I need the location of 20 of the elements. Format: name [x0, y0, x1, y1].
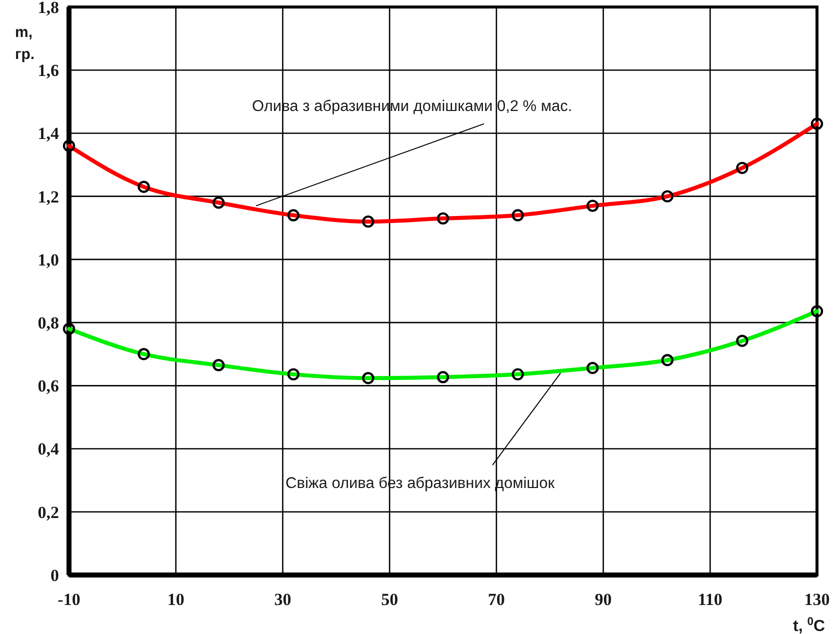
x-axis-title: t, $^{0}$C [792, 616, 826, 634]
y-tick-label: 1,4 [38, 124, 60, 144]
x-tick-label: 110 [698, 590, 722, 609]
x-tick-label: 30 [274, 590, 292, 609]
x-tick-label: 10 [167, 590, 184, 609]
x-tick-label: 90 [594, 590, 612, 609]
x-tick-label: 70 [488, 590, 505, 609]
y-tick-label: 0 [50, 566, 59, 585]
y-tick-label: 0,6 [38, 376, 59, 396]
y-tick-label: 1,2 [38, 187, 59, 206]
y-tick-label: 1,0 [38, 250, 59, 270]
y-tick-label: 1,8 [38, 0, 59, 17]
x-tick-label: 50 [381, 590, 398, 609]
y-tick-label: 0,8 [38, 314, 59, 333]
y-tick-label: 0,2 [38, 502, 59, 522]
y-axis-title: m, гр. [15, 24, 35, 63]
x-tick-label: 130 [804, 590, 830, 609]
x-tick-label: -10 [58, 590, 80, 609]
y-tick-label: 1,6 [38, 61, 59, 80]
y-tick-label: 0,4 [38, 440, 60, 459]
